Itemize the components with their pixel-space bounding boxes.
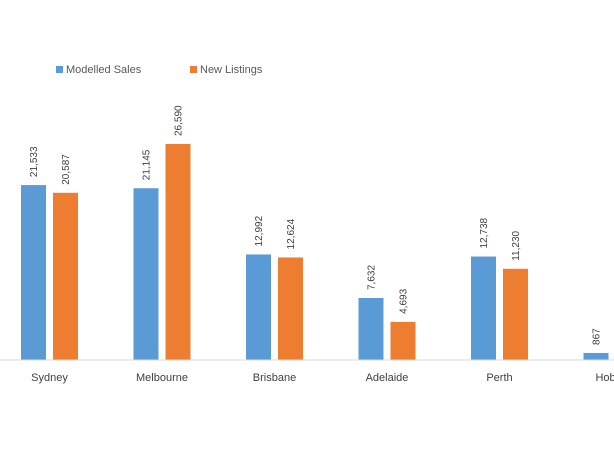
data-label-modelled-sales-sydney: 21,533	[29, 146, 40, 177]
bar-new-listings-perth	[503, 268, 528, 360]
bar-group: 21,533 20,587 21,145 26,590 12,992 12,624 7,63…	[21, 105, 609, 360]
bar-new-listings-melbourne	[165, 144, 191, 360]
bar-new-listings-brisbane	[278, 257, 303, 360]
bar-modelled-sales-perth	[471, 256, 496, 360]
bar-new-listings-sydney	[53, 192, 78, 360]
data-label-new-listings-brisbane: 12,624	[286, 218, 297, 249]
data-label-modelled-sales-perth: 12,738	[479, 218, 490, 249]
bar-modelled-sales-adelaide	[358, 298, 384, 360]
legend: Modelled Sales New Listings	[56, 64, 263, 76]
bar-modelled-sales-hobart	[583, 352, 609, 360]
bar-new-listings-adelaide	[390, 321, 416, 360]
category-label-melbourne: Melbourne	[136, 372, 188, 384]
data-label-new-listings-melbourne: 26,590	[174, 105, 185, 136]
category-label-perth: Perth	[486, 372, 512, 384]
category-label-adelaide: Adelaide	[366, 372, 409, 384]
category-label-sydney: Sydney	[31, 372, 68, 384]
category-label-hobart: Hobart	[595, 372, 614, 384]
category-label-brisbane: Brisbane	[253, 372, 296, 384]
data-label-modelled-sales-melbourne: 21,145	[142, 149, 153, 180]
category-axis: Sydney Melbourne Brisbane Adelaide Perth Hoba…	[31, 372, 614, 384]
bar-modelled-sales-brisbane	[246, 254, 271, 360]
data-label-new-listings-sydney: 20,587	[61, 154, 72, 185]
legend-label-modelled-sales: Modelled Sales	[66, 64, 142, 76]
data-label-new-listings-adelaide: 4,693	[399, 288, 410, 313]
data-label-modelled-sales-hobart: 867	[592, 328, 603, 345]
legend-swatch-new-listings	[190, 66, 197, 73]
data-label-modelled-sales-adelaide: 7,632	[367, 265, 378, 290]
legend-label-new-listings: New Listings	[200, 64, 263, 76]
bar-modelled-sales-melbourne	[133, 188, 159, 360]
legend-swatch-modelled-sales	[56, 66, 63, 73]
bar-modelled-sales-sydney	[21, 185, 46, 360]
data-label-new-listings-perth: 11,230	[511, 230, 522, 260]
data-label-modelled-sales-brisbane: 12,992	[254, 215, 265, 246]
